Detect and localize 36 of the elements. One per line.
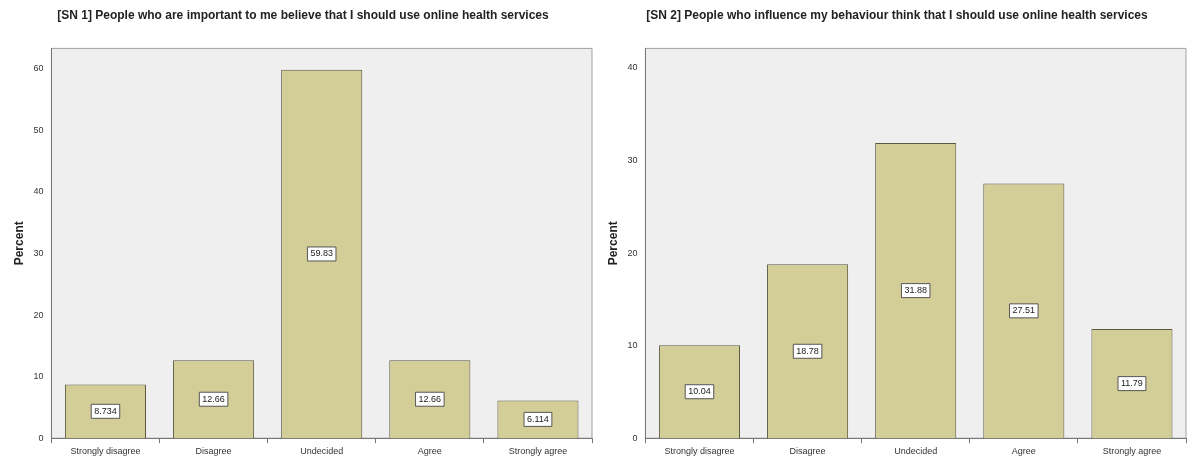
x-tick-label: Undecided (300, 446, 344, 457)
chart-title: [SN 1] People who are important to me believe that I should use online health services (56, 8, 550, 24)
x-tick-label: Agree (417, 446, 442, 457)
y-tick-label: 20 (33, 309, 44, 320)
y-tick-label: 0 (632, 432, 638, 443)
data-label: 11.79 (1121, 378, 1143, 389)
x-tick-label: Strongly disagree (664, 446, 735, 457)
y-tick-label: 40 (627, 62, 638, 73)
data-label: 10.04 (688, 386, 711, 397)
data-label: 59.83 (310, 248, 333, 259)
y-tick-label: 20 (627, 247, 638, 258)
data-label: 27.51 (1012, 305, 1036, 316)
y-tick-label: 10 (33, 371, 44, 382)
y-tick-label: 30 (627, 154, 638, 165)
x-tick-label: Disagree (789, 446, 826, 457)
data-label: 12.66 (202, 393, 225, 404)
chart-title: [SN 2] People who influence my behaviour think that I should use online health services (645, 8, 1149, 24)
y-tick-label: 60 (33, 63, 44, 74)
x-tick-label: Disagree (195, 446, 232, 457)
data-label: 31.88 (904, 285, 927, 296)
x-tick-label: Undecided (894, 446, 938, 457)
y-tick-label: 0 (38, 432, 44, 443)
y-tick-label: 40 (33, 186, 44, 197)
data-label: 8.734 (94, 405, 117, 416)
y-axis-title: Percent (11, 221, 26, 266)
y-tick-label: 30 (33, 247, 44, 258)
data-label: 12.66 (418, 393, 442, 404)
x-tick-label: Strongly agree (508, 446, 568, 457)
x-tick-label: Strongly disagree (70, 446, 141, 457)
x-tick-label: Agree (1011, 446, 1036, 457)
y-tick-label: 50 (33, 124, 44, 135)
y-tick-label: 10 (627, 340, 638, 351)
x-tick-label: Strongly agree (1102, 446, 1162, 457)
y-axis-title: Percent (605, 221, 620, 266)
data-label: 18.78 (796, 345, 819, 356)
data-label: 6.114 (527, 413, 549, 424)
